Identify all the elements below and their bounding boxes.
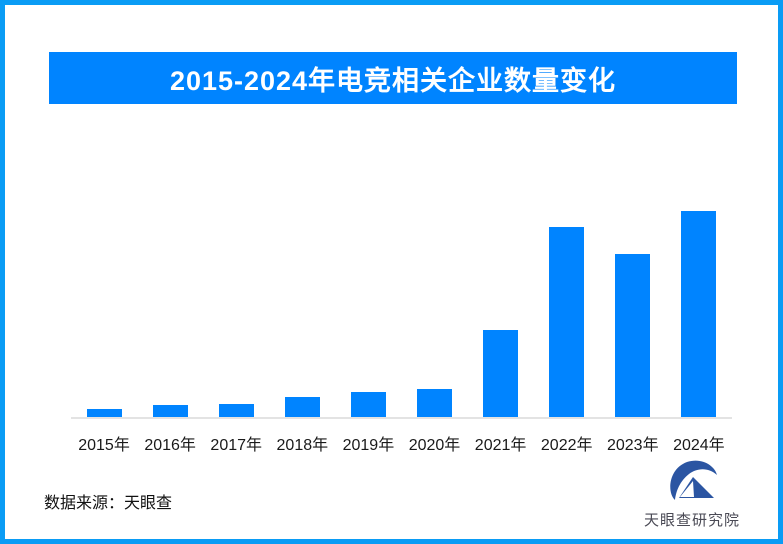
bar-2021 (483, 330, 519, 417)
bar-column (401, 389, 467, 417)
bar-column (468, 330, 534, 417)
bar-column (71, 408, 137, 417)
bar-column (600, 254, 666, 417)
x-axis-label: 2016年 (144, 437, 196, 454)
bar-2016 (152, 404, 188, 417)
x-axis-label: 2015年 (78, 437, 130, 454)
chart-title-banner: 2015-2024年电竞相关企业数量变化 (49, 52, 737, 104)
bar-2017 (218, 403, 254, 417)
logo-text: 天眼查研究院 (643, 512, 740, 529)
chart-title: 2015-2024年电竞相关企业数量变化 (169, 65, 617, 96)
bar-column (137, 404, 203, 417)
x-axis-label: 2020年 (408, 437, 461, 454)
bar-2022 (549, 227, 585, 417)
bar-2018 (284, 397, 320, 417)
x-axis-label: 2017年 (210, 437, 263, 454)
bars-row (71, 167, 732, 419)
bar-2019 (350, 392, 386, 417)
bar-column (666, 211, 732, 417)
bar-chart: 2015年 2016年 2017年 2018年 2019年 2020年 2021年 2022年… (71, 167, 732, 454)
bar-column (534, 227, 600, 417)
x-axis-label: 2021年 (474, 437, 527, 454)
data-source-note: 数据来源：天眼查 (44, 495, 173, 512)
x-axis-label: 2022年 (540, 437, 593, 454)
x-axis-label: 2018年 (276, 437, 329, 454)
bar-2024 (681, 211, 717, 417)
x-axis-label: 2023年 (606, 437, 659, 454)
bar-column (203, 403, 269, 417)
bar-column (335, 392, 401, 417)
bar-column (269, 397, 335, 417)
tianyancha-research-logo: 天眼查研究院 (634, 460, 750, 530)
bar-2015 (86, 408, 122, 417)
tianyancha-eye-icon (670, 460, 717, 500)
x-axis-label: 2019年 (342, 437, 395, 454)
bar-2020 (417, 389, 453, 417)
bar-2023 (615, 254, 651, 417)
x-axis-labels: 2015年 2016年 2017年 2018年 2019年 2020年 2021年 2022年… (71, 419, 732, 455)
x-axis-label: 2024年 (673, 437, 725, 454)
